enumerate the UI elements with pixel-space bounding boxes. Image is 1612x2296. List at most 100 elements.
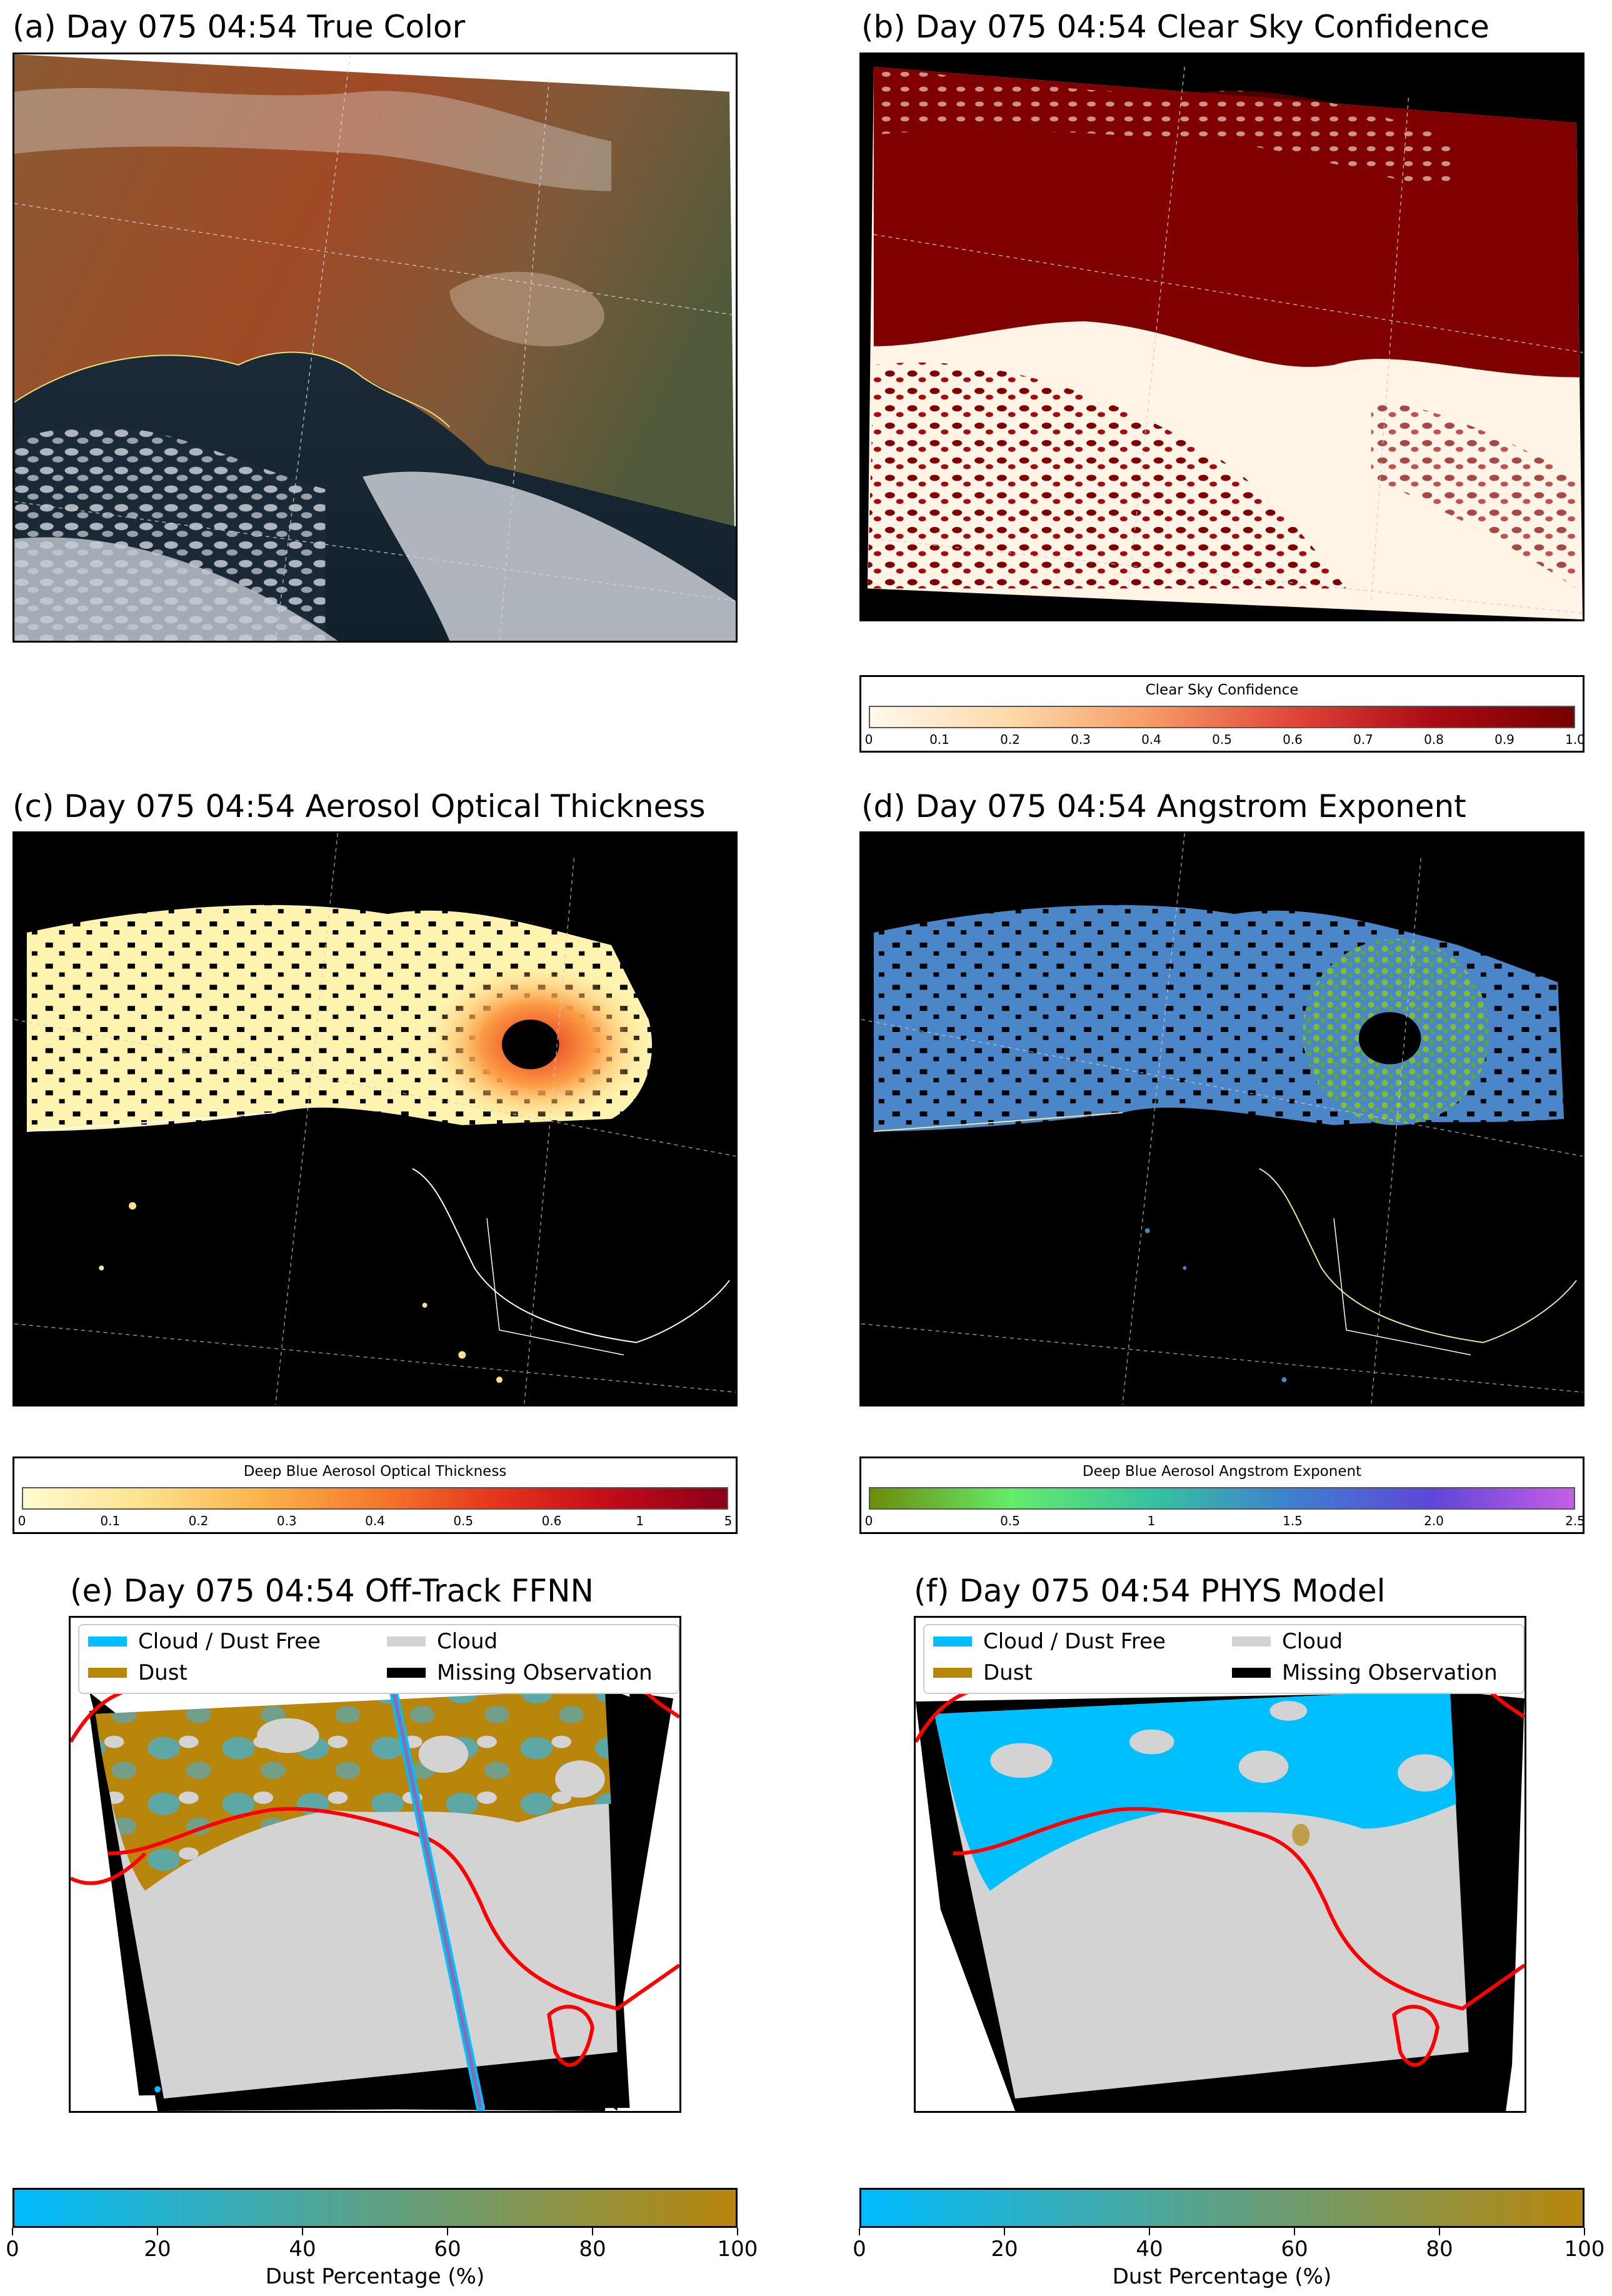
colorbar-tick-label: 0.6 xyxy=(1283,732,1303,747)
legend-swatch-cloud xyxy=(1232,1637,1271,1647)
colorbar-tick-label: 0.4 xyxy=(1141,732,1161,747)
colorbar-tick-label: 0.3 xyxy=(1071,732,1091,747)
legend-swatch-dust-free xyxy=(933,1637,972,1647)
dust-colorbar-left-strip xyxy=(13,2188,738,2228)
legend-item-dust: Dust xyxy=(88,1660,188,1685)
panel-c-aot-map xyxy=(13,831,738,1406)
legend-item-missing: Missing Observation xyxy=(1232,1660,1498,1685)
legend-item-cloud: Cloud xyxy=(1232,1629,1343,1654)
dust-colorbar-tick-label: 0 xyxy=(853,2237,866,2262)
panel-e-legend: Cloud / Dust Free Cloud Dust Missing Obs… xyxy=(78,1624,679,1694)
panel-f-title: (f) Day 075 04:54 PHYS Model xyxy=(914,1573,1386,1609)
dust-colorbar-tick-mark xyxy=(12,2228,13,2235)
legend-label-cloud: Cloud xyxy=(1282,1629,1343,1654)
dust-colorbar-left-label: Dust Percentage (%) xyxy=(265,2264,485,2289)
legend-item-missing: Missing Observation xyxy=(387,1660,653,1685)
panel-a-title: (a) Day 075 04:54 True Color xyxy=(13,9,466,45)
colorbar-tick-label: 0.7 xyxy=(1353,732,1373,747)
dust-colorbar-tick-mark xyxy=(157,2228,158,2235)
colorbar-tick-label: 0.9 xyxy=(1494,732,1514,747)
dust-colorbar-tick-label: 80 xyxy=(1426,2237,1453,2262)
colorbar-tick-label: 0.6 xyxy=(541,1513,562,1528)
colorbar-tick-label: 1 xyxy=(1147,1513,1156,1528)
colorbar-tick-label: 5 xyxy=(724,1513,733,1528)
panel-b-title: (b) Day 075 04:54 Clear Sky Confidence xyxy=(861,9,1489,45)
colorbar-tick-label: 0.2 xyxy=(188,1513,209,1528)
legend-label-cloud: Cloud xyxy=(437,1629,498,1654)
legend-label-dust-free: Cloud / Dust Free xyxy=(983,1629,1166,1654)
panel-e-ffnn-map: Cloud / Dust Free Cloud Dust Missing Obs… xyxy=(69,1616,681,2113)
colorbar-tick-label: 2.5 xyxy=(1565,1513,1585,1528)
legend-swatch-dust xyxy=(88,1668,127,1678)
colorbar-tick-label: 0.1 xyxy=(100,1513,121,1528)
aot-colorbar: Deep Blue Aerosol Optical Thickness 0 0.1… xyxy=(13,1456,738,1534)
dust-colorbar-right-label: Dust Percentage (%) xyxy=(1112,2264,1332,2289)
colorbar-tick-label: 0.3 xyxy=(276,1513,297,1528)
aot-colorbar-strip xyxy=(22,1487,728,1510)
colorbar-tick-label: 0.5 xyxy=(1212,732,1232,747)
legend-swatch-cloud xyxy=(387,1637,426,1647)
dust-colorbar-tick-label: 20 xyxy=(144,2237,171,2262)
dust-colorbar-tick-label: 40 xyxy=(1136,2237,1163,2262)
angstrom-colorbar: Deep Blue Aerosol Angstrom Exponent 0 0.5… xyxy=(859,1456,1585,1534)
colorbar-tick-label: 0 xyxy=(18,1513,26,1528)
dust-colorbar-tick-mark xyxy=(592,2228,593,2235)
dust-colorbar-tick-mark xyxy=(737,2228,738,2235)
panel-e-title: (e) Day 075 04:54 Off-Track FFNN xyxy=(70,1573,594,1609)
legend-label-dust: Dust xyxy=(138,1660,188,1685)
angstrom-colorbar-title: Deep Blue Aerosol Angstrom Exponent xyxy=(1082,1463,1362,1480)
aot-colorbar-title: Deep Blue Aerosol Optical Thickness xyxy=(243,1463,507,1480)
dust-colorbar-tick-mark xyxy=(1584,2228,1585,2235)
legend-label-dust: Dust xyxy=(983,1660,1033,1685)
dust-colorbar-tick-label: 40 xyxy=(289,2237,316,2262)
dust-colorbar-tick-label: 60 xyxy=(1281,2237,1308,2262)
dust-colorbar-tick-mark xyxy=(1149,2228,1150,2235)
clear-sky-colorbar-title: Clear Sky Confidence xyxy=(1145,682,1299,698)
angstrom-colorbar-strip xyxy=(869,1487,1575,1510)
legend-swatch-missing xyxy=(1232,1668,1271,1678)
colorbar-tick-label: 0.2 xyxy=(1000,732,1020,747)
colorbar-tick-label: 0.1 xyxy=(929,732,949,747)
legend-label-missing: Missing Observation xyxy=(437,1660,653,1685)
dust-colorbar-tick-label: 0 xyxy=(6,2237,19,2262)
legend-swatch-dust xyxy=(933,1668,972,1678)
legend-swatch-dust-free xyxy=(88,1637,127,1647)
panel-f-phys-map: Cloud / Dust Free Cloud Dust Missing Obs… xyxy=(914,1616,1526,2113)
clear-sky-colorbar-strip xyxy=(869,706,1575,728)
dust-colorbar-tick-mark xyxy=(447,2228,448,2235)
dust-colorbar-tick-label: 80 xyxy=(579,2237,606,2262)
colorbar-tick-label: 0 xyxy=(864,732,873,747)
colorbar-tick-label: 1 xyxy=(636,1513,644,1528)
colorbar-tick-label: 0 xyxy=(864,1513,873,1528)
colorbar-tick-label: 0.5 xyxy=(1000,1513,1020,1528)
dust-colorbar-tick-mark xyxy=(1294,2228,1295,2235)
dust-colorbar-right-strip xyxy=(859,2188,1584,2228)
colorbar-tick-label: 1.5 xyxy=(1283,1513,1303,1528)
colorbar-tick-label: 2.0 xyxy=(1424,1513,1444,1528)
legend-label-missing: Missing Observation xyxy=(1282,1660,1498,1685)
colorbar-tick-label: 0.8 xyxy=(1424,732,1444,747)
panel-b-clear-sky-map xyxy=(859,53,1584,621)
dust-colorbar-tick-label: 20 xyxy=(991,2237,1018,2262)
colorbar-tick-label: 0.5 xyxy=(453,1513,474,1528)
dust-colorbar-tick-label: 60 xyxy=(434,2237,461,2262)
colorbar-tick-label: 1.0 xyxy=(1565,732,1585,747)
legend-item-dust: Dust xyxy=(933,1660,1033,1685)
dust-colorbar-tick-mark xyxy=(302,2228,303,2235)
dust-colorbar-tick-mark xyxy=(859,2228,860,2235)
clear-sky-colorbar: Clear Sky Confidence 0 0.1 0.2 0.3 0.4 0.5 0.6… xyxy=(859,675,1585,753)
legend-item-dust-free: Cloud / Dust Free xyxy=(88,1629,321,1654)
panel-c-title: (c) Day 075 04:54 Aerosol Optical Thickn… xyxy=(13,788,706,825)
dust-colorbar-tick-label: 100 xyxy=(717,2237,758,2262)
panel-f-legend: Cloud / Dust Free Cloud Dust Missing Obs… xyxy=(923,1624,1524,1694)
dust-colorbar-tick-mark xyxy=(1004,2228,1005,2235)
legend-item-dust-free: Cloud / Dust Free xyxy=(933,1629,1166,1654)
colorbar-tick-label: 0.4 xyxy=(365,1513,385,1528)
legend-label-dust-free: Cloud / Dust Free xyxy=(138,1629,321,1654)
dust-colorbar-tick-label: 100 xyxy=(1564,2237,1605,2262)
panel-a-true-color-map xyxy=(13,53,738,643)
legend-swatch-missing xyxy=(387,1668,426,1678)
panel-d-angstrom-map xyxy=(859,831,1584,1406)
panel-d-title: (d) Day 075 04:54 Angstrom Exponent xyxy=(861,788,1466,825)
legend-item-cloud: Cloud xyxy=(387,1629,498,1654)
